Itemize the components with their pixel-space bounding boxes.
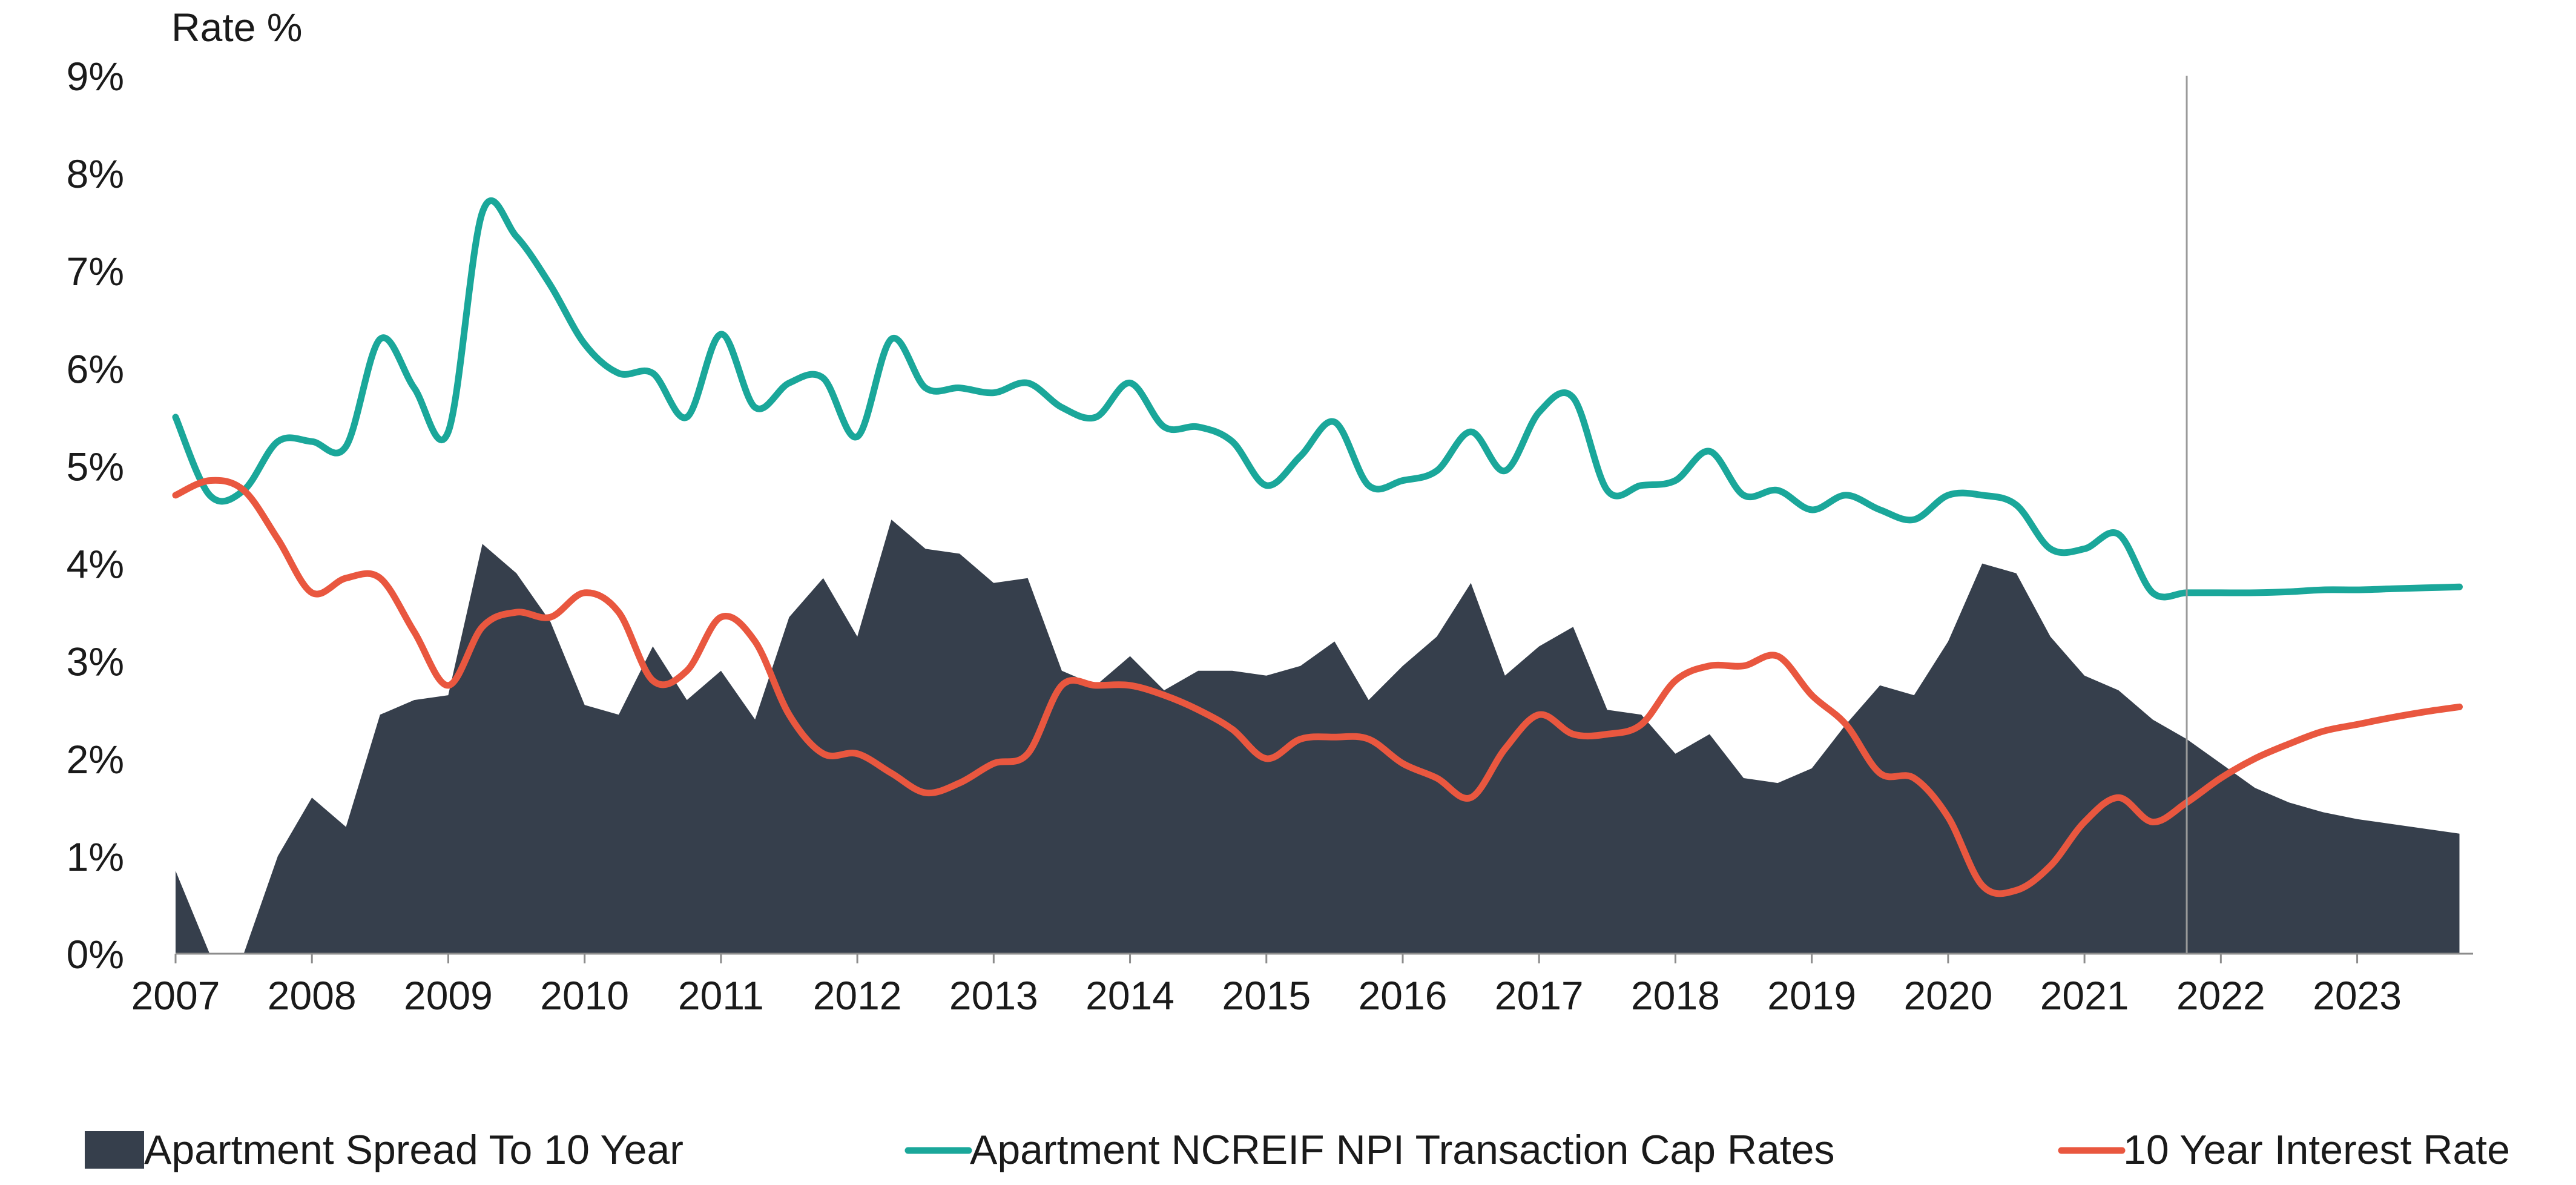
x-tick-label: 2014 <box>1085 973 1174 1018</box>
y-tick-label: 0% <box>67 932 124 977</box>
x-tick-label: 2010 <box>540 973 629 1018</box>
x-tick-label: 2022 <box>2176 973 2265 1018</box>
y-tick-label: 8% <box>67 151 124 196</box>
y-tick-label: 6% <box>67 346 124 391</box>
plot-area <box>172 76 2473 955</box>
y-tick-label: 5% <box>67 444 124 489</box>
y-tick-label: 2% <box>67 737 124 782</box>
y-tick-label: 1% <box>67 834 124 879</box>
legend-label-interest-rate: 10 Year Interest Rate <box>2123 1127 2510 1173</box>
y-axis-ticks: 0% 1% 2% 3% 4% 5% 6% 7% 8% 9% <box>67 54 124 977</box>
x-tick-label: 2020 <box>1903 973 1992 1018</box>
x-tick-label: 2019 <box>1767 973 1856 1018</box>
y-tick-label: 9% <box>67 54 124 99</box>
legend-item-interest-rate: 10 Year Interest Rate <box>2058 1127 2510 1173</box>
x-tick-label: 2016 <box>1359 973 1448 1018</box>
legend-swatch-spread <box>85 1131 144 1169</box>
legend-label-spread: Apartment Spread To 10 Year <box>144 1127 684 1173</box>
series-line-interest-rate <box>172 477 2463 897</box>
x-tick-label: 2011 <box>678 973 764 1018</box>
series-line-cap-rates <box>172 197 2463 601</box>
x-tick-label: 2018 <box>1631 973 1720 1018</box>
x-tick-label: 2012 <box>813 973 902 1018</box>
x-tick-label: 2015 <box>1222 973 1311 1018</box>
legend: Apartment Spread To 10 Year Apartment NC… <box>85 1127 2510 1173</box>
x-tick-label: 2009 <box>404 973 493 1018</box>
legend-item-spread: Apartment Spread To 10 Year <box>85 1127 684 1173</box>
y-axis-title: Rate % <box>171 5 302 50</box>
x-tick-label: 2021 <box>2040 973 2129 1018</box>
x-tick-label: 2008 <box>268 973 357 1018</box>
legend-item-cap-rates: Apartment NCREIF NPI Transaction Cap Rat… <box>904 1127 1835 1173</box>
y-tick-label: 3% <box>67 639 124 684</box>
x-tick-label: 2023 <box>2313 973 2402 1018</box>
y-tick-label: 4% <box>67 542 124 587</box>
x-tick-label: 2017 <box>1495 973 1584 1018</box>
x-tick-label: 2013 <box>949 973 1038 1018</box>
x-tick-label: 2007 <box>131 973 220 1018</box>
y-tick-label: 7% <box>67 249 124 294</box>
legend-label-cap-rates: Apartment NCREIF NPI Transaction Cap Rat… <box>970 1127 1835 1173</box>
x-axis-ticks: 2007 2008 2009 2010 2011 2012 2013 2014 2015 2016… <box>131 954 2402 1018</box>
